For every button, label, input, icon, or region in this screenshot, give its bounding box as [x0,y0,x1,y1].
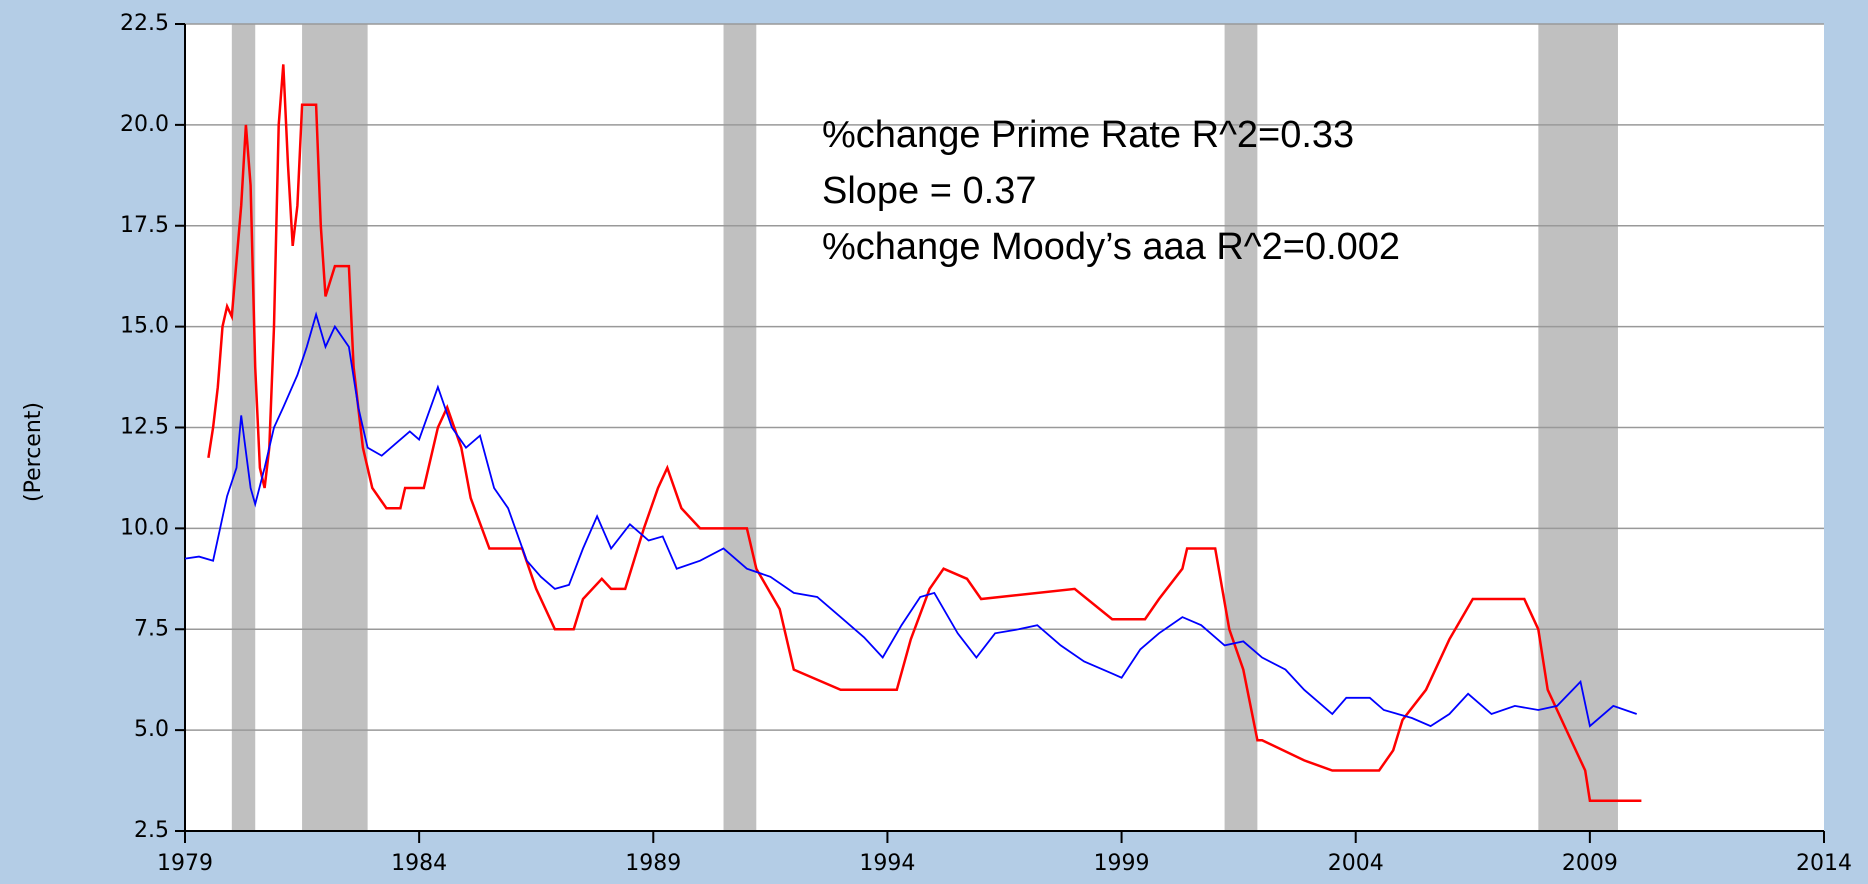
y-tick-label: 22.5 [120,11,169,36]
y-tick-label: 12.5 [120,415,169,440]
y-tick-label: 15.0 [120,314,169,339]
x-tick-label: 1989 [625,851,681,876]
x-tick-label: 1994 [859,851,915,876]
y-tick-label: 5.0 [134,717,169,742]
x-tick-label: 2014 [1796,851,1852,876]
x-tick-label: 1984 [391,851,447,876]
series-line [207,64,1642,802]
annotation: %change Prime Rate R^2=0.33 [822,114,1354,156]
y-tick-label: 20.0 [120,112,169,137]
y-tick-label: 7.5 [134,616,169,641]
y-tick-label: 17.5 [120,213,169,238]
y-axis-label: (Percent) [21,402,46,502]
x-tick-label: 2009 [1562,851,1618,876]
annotation: %change Moody’s aaa R^2=0.002 [822,226,1400,268]
y-tick-label: 2.5 [134,818,169,843]
x-tick-label: 1999 [1094,851,1150,876]
annotation: Slope = 0.37 [822,170,1036,212]
x-tick-label: 2004 [1328,851,1384,876]
y-tick-label: 10.0 [120,515,169,540]
x-tick-label: 1979 [157,851,213,876]
series-line [184,311,1637,728]
